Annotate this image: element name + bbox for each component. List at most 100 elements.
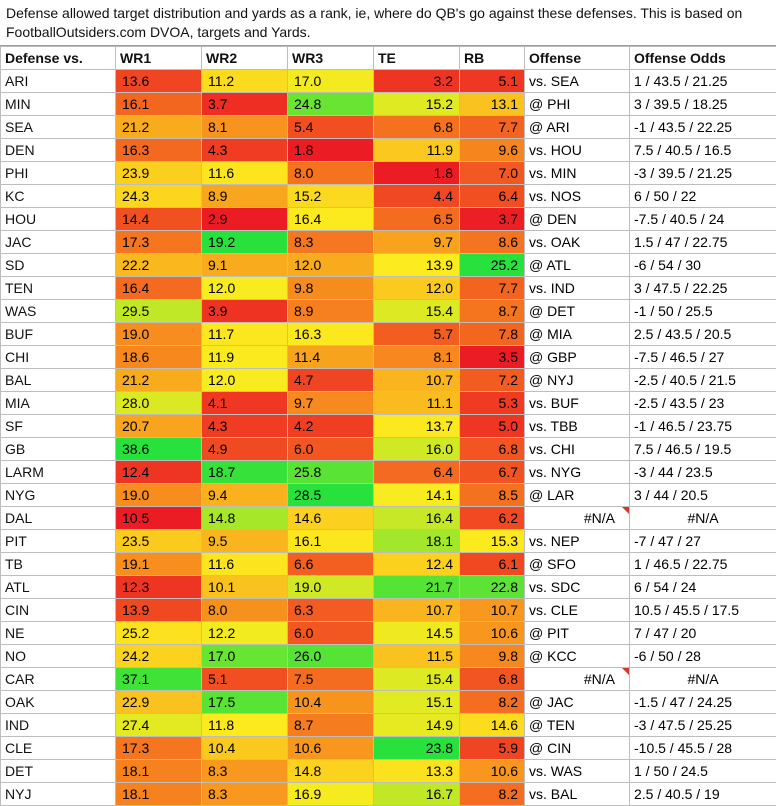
offense-odds-cell[interactable]: -3 / 39.5 / 21.25 xyxy=(630,162,776,185)
te-cell[interactable]: 16.0 xyxy=(374,438,460,461)
header-wr1[interactable]: WR1 xyxy=(116,47,202,70)
rb-cell[interactable]: 10.7 xyxy=(460,599,525,622)
defense-team-cell[interactable]: TEN xyxy=(1,277,116,300)
wr1-cell[interactable]: 18.1 xyxy=(116,783,202,806)
wr3-cell[interactable]: 10.4 xyxy=(288,691,374,714)
wr3-cell[interactable]: 14.8 xyxy=(288,760,374,783)
defense-team-cell[interactable]: ARI xyxy=(1,70,116,93)
wr2-cell[interactable]: 3.9 xyxy=(202,300,288,323)
wr2-cell[interactable]: 17.5 xyxy=(202,691,288,714)
rb-cell[interactable]: 7.2 xyxy=(460,369,525,392)
defense-team-cell[interactable]: BUF xyxy=(1,323,116,346)
defense-team-cell[interactable]: KC xyxy=(1,185,116,208)
wr1-cell[interactable]: 19.0 xyxy=(116,484,202,507)
offense-cell[interactable]: @ SFO xyxy=(525,553,630,576)
offense-odds-cell[interactable]: #N/A xyxy=(630,668,776,691)
wr1-cell[interactable]: 21.2 xyxy=(116,116,202,139)
wr1-cell[interactable]: 10.5 xyxy=(116,507,202,530)
offense-cell[interactable]: #N/A xyxy=(525,668,630,691)
wr1-cell[interactable]: 12.3 xyxy=(116,576,202,599)
wr1-cell[interactable]: 23.9 xyxy=(116,162,202,185)
wr1-cell[interactable]: 19.0 xyxy=(116,323,202,346)
te-cell[interactable]: 1.8 xyxy=(374,162,460,185)
wr1-cell[interactable]: 16.3 xyxy=(116,139,202,162)
wr3-cell[interactable]: 16.3 xyxy=(288,323,374,346)
te-cell[interactable]: 21.7 xyxy=(374,576,460,599)
header-defense[interactable]: Defense vs. xyxy=(1,47,116,70)
defense-team-cell[interactable]: GB xyxy=(1,438,116,461)
te-cell[interactable]: 3.2 xyxy=(374,70,460,93)
rb-cell[interactable]: 15.3 xyxy=(460,530,525,553)
wr2-cell[interactable]: 12.0 xyxy=(202,277,288,300)
offense-cell[interactable]: @ ARI xyxy=(525,116,630,139)
header-te[interactable]: TE xyxy=(374,47,460,70)
wr2-cell[interactable]: 10.1 xyxy=(202,576,288,599)
wr3-cell[interactable]: 8.7 xyxy=(288,714,374,737)
te-cell[interactable]: 13.3 xyxy=(374,760,460,783)
wr3-cell[interactable]: 26.0 xyxy=(288,645,374,668)
te-cell[interactable]: 14.1 xyxy=(374,484,460,507)
wr1-cell[interactable]: 13.9 xyxy=(116,599,202,622)
offense-cell[interactable]: #N/A xyxy=(525,507,630,530)
wr2-cell[interactable]: 2.9 xyxy=(202,208,288,231)
offense-cell[interactable]: vs. TBB xyxy=(525,415,630,438)
rb-cell[interactable]: 7.0 xyxy=(460,162,525,185)
wr2-cell[interactable]: 11.6 xyxy=(202,162,288,185)
offense-odds-cell[interactable]: 2.5 / 40.5 / 19 xyxy=(630,783,776,806)
wr3-cell[interactable]: 14.6 xyxy=(288,507,374,530)
wr1-cell[interactable]: 22.9 xyxy=(116,691,202,714)
offense-cell[interactable]: @ DET xyxy=(525,300,630,323)
offense-cell[interactable]: @ KCC xyxy=(525,645,630,668)
wr2-cell[interactable]: 4.9 xyxy=(202,438,288,461)
wr3-cell[interactable]: 8.9 xyxy=(288,300,374,323)
defense-team-cell[interactable]: SF xyxy=(1,415,116,438)
wr2-cell[interactable]: 9.5 xyxy=(202,530,288,553)
offense-cell[interactable]: vs. OAK xyxy=(525,231,630,254)
defense-team-cell[interactable]: MIN xyxy=(1,93,116,116)
te-cell[interactable]: 18.1 xyxy=(374,530,460,553)
header-offense[interactable]: Offense xyxy=(525,47,630,70)
defense-team-cell[interactable]: NYG xyxy=(1,484,116,507)
defense-team-cell[interactable]: DEN xyxy=(1,139,116,162)
wr1-cell[interactable]: 17.3 xyxy=(116,231,202,254)
te-cell[interactable]: 12.0 xyxy=(374,277,460,300)
offense-odds-cell[interactable]: 1 / 46.5 / 22.75 xyxy=(630,553,776,576)
wr1-cell[interactable]: 24.3 xyxy=(116,185,202,208)
offense-cell[interactable]: @ DEN xyxy=(525,208,630,231)
offense-cell[interactable]: @ GBP xyxy=(525,346,630,369)
offense-cell[interactable]: vs. SEA xyxy=(525,70,630,93)
wr2-cell[interactable]: 19.2 xyxy=(202,231,288,254)
defense-team-cell[interactable]: DAL xyxy=(1,507,116,530)
te-cell[interactable]: 13.9 xyxy=(374,254,460,277)
wr3-cell[interactable]: 9.7 xyxy=(288,392,374,415)
wr3-cell[interactable]: 16.1 xyxy=(288,530,374,553)
offense-odds-cell[interactable]: -7 / 47 / 27 xyxy=(630,530,776,553)
wr1-cell[interactable]: 18.6 xyxy=(116,346,202,369)
offense-cell[interactable]: vs. NOS xyxy=(525,185,630,208)
wr2-cell[interactable]: 3.7 xyxy=(202,93,288,116)
rb-cell[interactable]: 14.6 xyxy=(460,714,525,737)
offense-cell[interactable]: @ LAR xyxy=(525,484,630,507)
wr1-cell[interactable]: 14.4 xyxy=(116,208,202,231)
rb-cell[interactable]: 10.6 xyxy=(460,760,525,783)
error-flag-icon[interactable] xyxy=(622,668,629,675)
wr3-cell[interactable]: 4.7 xyxy=(288,369,374,392)
offense-cell[interactable]: vs. NEP xyxy=(525,530,630,553)
offense-cell[interactable]: @ PIT xyxy=(525,622,630,645)
offense-cell[interactable]: vs. WAS xyxy=(525,760,630,783)
header-offense-odds[interactable]: Offense Odds xyxy=(630,47,776,70)
te-cell[interactable]: 11.1 xyxy=(374,392,460,415)
offense-odds-cell[interactable]: -1 / 43.5 / 22.25 xyxy=(630,116,776,139)
wr3-cell[interactable]: 11.4 xyxy=(288,346,374,369)
wr1-cell[interactable]: 29.5 xyxy=(116,300,202,323)
offense-odds-cell[interactable]: -6 / 54 / 30 xyxy=(630,254,776,277)
rb-cell[interactable]: 9.8 xyxy=(460,645,525,668)
offense-odds-cell[interactable]: -3 / 47.5 / 25.25 xyxy=(630,714,776,737)
wr3-cell[interactable]: 1.8 xyxy=(288,139,374,162)
rb-cell[interactable]: 8.6 xyxy=(460,231,525,254)
wr1-cell[interactable]: 16.1 xyxy=(116,93,202,116)
defense-team-cell[interactable]: PIT xyxy=(1,530,116,553)
offense-odds-cell[interactable]: #N/A xyxy=(630,507,776,530)
offense-odds-cell[interactable]: -1 / 46.5 / 23.75 xyxy=(630,415,776,438)
defense-team-cell[interactable]: WAS xyxy=(1,300,116,323)
